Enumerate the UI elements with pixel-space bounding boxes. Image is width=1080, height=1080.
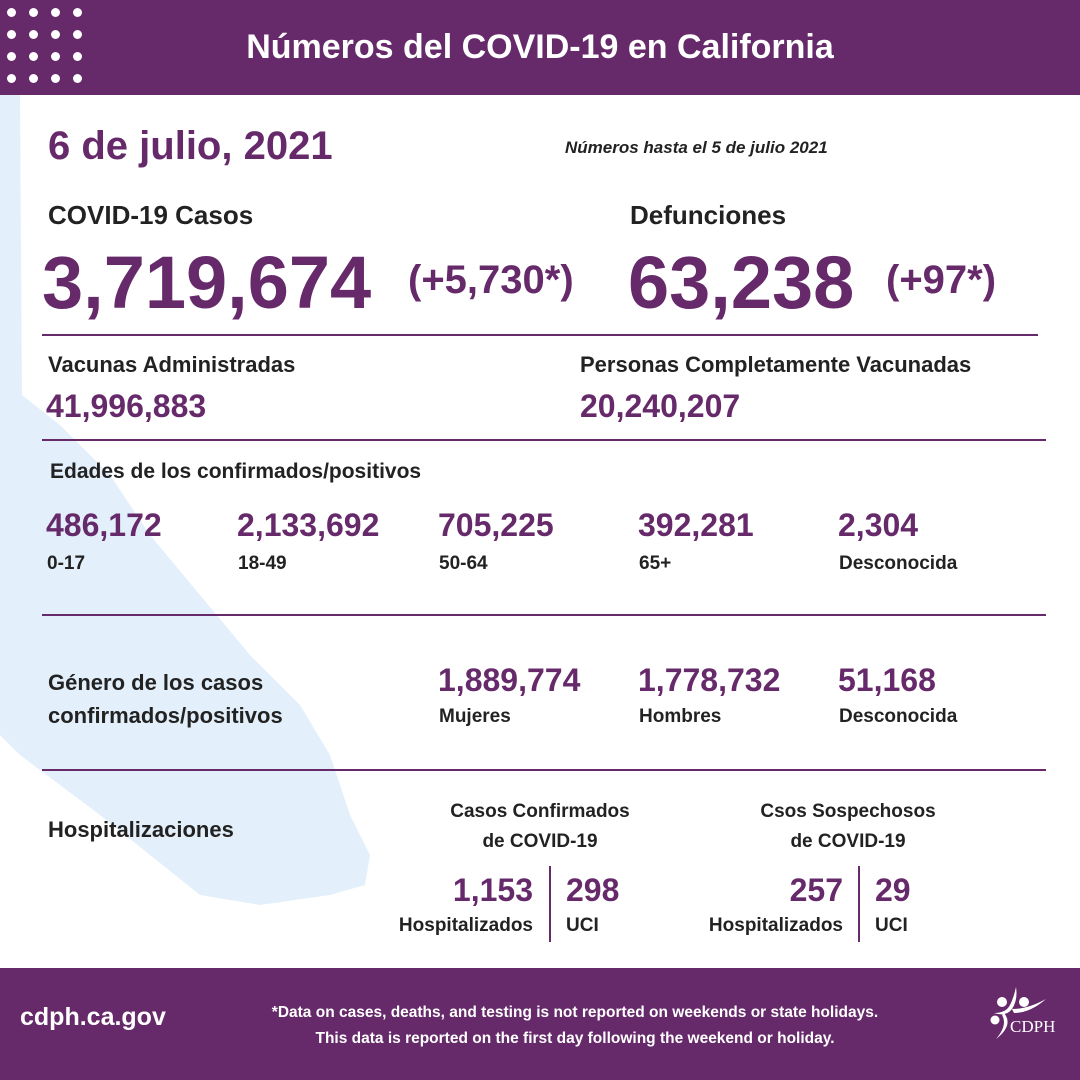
dot bbox=[29, 52, 38, 61]
gender-value: 1,889,774 bbox=[438, 662, 581, 698]
footer-note-line2: This data is reported on the first day f… bbox=[315, 1030, 835, 1047]
dot bbox=[73, 74, 82, 83]
gender-value: 51,168 bbox=[838, 662, 936, 698]
website-link[interactable]: cdph.ca.gov bbox=[20, 1003, 166, 1031]
cdph-logo: CDPH bbox=[990, 987, 1055, 1039]
dot bbox=[29, 8, 38, 17]
suspected-title-line2: de COVID-19 bbox=[790, 831, 906, 852]
ages-heading: Edades de los confirmados/positivos bbox=[50, 460, 422, 483]
suspected-icu-label: UCI bbox=[875, 915, 908, 936]
divider bbox=[42, 439, 1046, 441]
suspected-hospitalized-label: Hospitalizados bbox=[708, 915, 843, 936]
divider bbox=[42, 614, 1046, 616]
ages-label: 18-49 bbox=[238, 553, 287, 574]
confirmed-title: Casos Confirmados de COVID-19 bbox=[420, 797, 660, 857]
dot bbox=[7, 30, 16, 39]
footer-bar bbox=[0, 968, 1080, 1080]
ages-value: 2,133,692 bbox=[237, 507, 380, 543]
divider bbox=[549, 866, 551, 942]
report-date: 6 de julio, 2021 bbox=[48, 124, 333, 168]
suspected-icu-value: 29 bbox=[875, 872, 911, 908]
divider bbox=[42, 769, 1046, 771]
deaths-label: Defunciones bbox=[630, 200, 787, 230]
ages-value: 705,225 bbox=[438, 507, 554, 543]
footer-note: *Data on cases, deaths, and testing is n… bbox=[190, 1000, 960, 1052]
dot bbox=[29, 74, 38, 83]
fully-vaccinated-label: Personas Completamente Vacunadas bbox=[580, 352, 972, 377]
dot bbox=[73, 8, 82, 17]
confirmed-icu-value: 298 bbox=[566, 872, 620, 908]
vaccines-value: 41,996,883 bbox=[46, 388, 207, 424]
data-as-of: Números hasta el 5 de julio 2021 bbox=[565, 138, 828, 157]
ages-label: 50-64 bbox=[439, 553, 488, 574]
dot bbox=[29, 30, 38, 39]
california-map-background bbox=[0, 95, 370, 905]
dot bbox=[7, 74, 16, 83]
ages-value: 2,304 bbox=[838, 507, 919, 543]
page-title: Números del COVID-19 en California bbox=[246, 28, 834, 66]
dot bbox=[7, 8, 16, 17]
dot bbox=[73, 30, 82, 39]
fully-vaccinated-value: 20,240,207 bbox=[580, 388, 741, 424]
divider bbox=[42, 334, 1038, 336]
cases-new: (+5,730*) bbox=[408, 258, 574, 302]
suspected-title: Csos Sospechosos de COVID-19 bbox=[728, 797, 968, 857]
confirmed-icu-label: UCI bbox=[566, 915, 599, 936]
gender-label: Desconocida bbox=[839, 706, 958, 727]
deaths-total: 63,238 bbox=[628, 241, 855, 324]
suspected-hospitalized-value: 257 bbox=[789, 872, 843, 908]
gender-heading-line2: confirmados/positivos bbox=[48, 703, 283, 728]
confirmed-hospitalized-value: 1,153 bbox=[452, 872, 533, 908]
divider bbox=[858, 866, 860, 942]
svg-text:CDPH: CDPH bbox=[1010, 1017, 1055, 1036]
ages-value: 486,172 bbox=[46, 507, 162, 543]
header-bar bbox=[0, 0, 1080, 95]
ages-label: 0-17 bbox=[47, 553, 86, 574]
confirmed-hospitalized-label: Hospitalizados bbox=[398, 915, 533, 936]
vaccines-label: Vacunas Administradas bbox=[48, 352, 296, 377]
dot bbox=[51, 52, 60, 61]
hospitalizations-heading: Hospitalizaciones bbox=[48, 817, 234, 842]
suspected-title-line1: Csos Sospechosos bbox=[760, 801, 936, 822]
dot bbox=[51, 74, 60, 83]
deaths-new: (+97*) bbox=[886, 258, 997, 302]
confirmed-title-line2: de COVID-19 bbox=[482, 831, 598, 852]
confirmed-title-line1: Casos Confirmados bbox=[450, 801, 630, 822]
gender-label: Mujeres bbox=[439, 706, 511, 727]
gender-label: Hombres bbox=[639, 706, 722, 727]
ages-label: 65+ bbox=[639, 553, 672, 574]
gender-value: 1,778,732 bbox=[638, 662, 781, 698]
gender-heading-line1: Género de los casos bbox=[48, 670, 264, 695]
cases-total: 3,719,674 bbox=[42, 241, 372, 324]
dot bbox=[7, 52, 16, 61]
footer-note-line1: *Data on cases, deaths, and testing is n… bbox=[271, 1004, 879, 1021]
ages-value: 392,281 bbox=[638, 507, 754, 543]
cases-label: COVID-19 Casos bbox=[48, 200, 254, 230]
ages-label: Desconocida bbox=[839, 553, 958, 574]
dot bbox=[51, 8, 60, 17]
gender-heading: Género de los casos confirmados/positivo… bbox=[48, 666, 283, 732]
dot bbox=[73, 52, 82, 61]
dot bbox=[51, 30, 60, 39]
